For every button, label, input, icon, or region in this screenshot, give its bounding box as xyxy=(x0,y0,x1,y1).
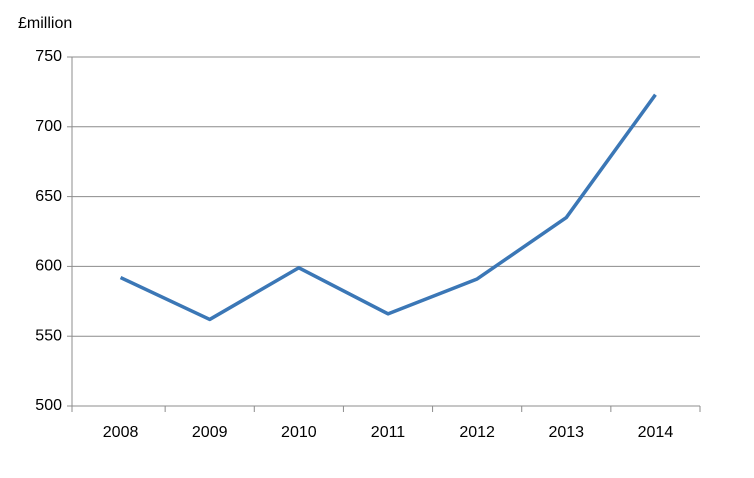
y-axis-label: £million xyxy=(18,15,72,32)
data-line xyxy=(119,93,657,322)
x-tick-label: 2012 xyxy=(459,424,495,441)
x-tick-label: 2011 xyxy=(371,424,406,441)
y-tick-label: 500 xyxy=(35,397,62,414)
x-tick-label: 2010 xyxy=(281,424,317,441)
y-tick-label: 750 xyxy=(35,48,62,65)
x-tick-label: 2014 xyxy=(638,424,674,441)
y-tick-label: 550 xyxy=(35,327,62,344)
x-tick-label: 2013 xyxy=(548,424,584,441)
y-tick-label: 650 xyxy=(35,188,62,205)
y-tick-label: 700 xyxy=(35,118,62,135)
x-tick-label: 2009 xyxy=(192,424,228,441)
x-tick-label: 2008 xyxy=(103,424,139,441)
y-tick-label: 600 xyxy=(35,258,62,275)
